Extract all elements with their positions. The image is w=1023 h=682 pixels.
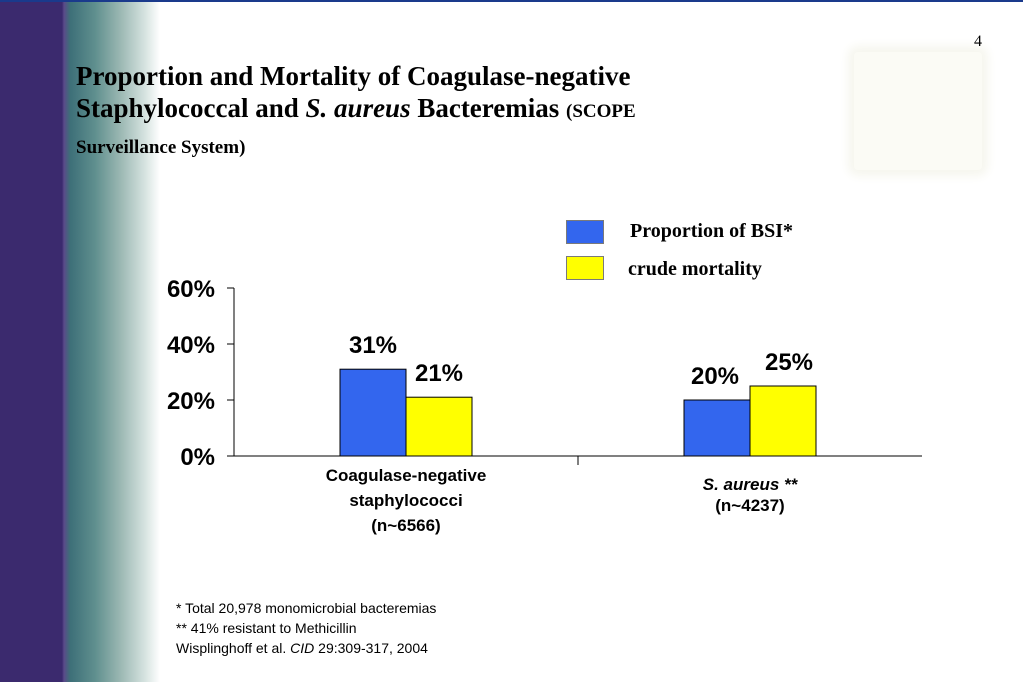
left-decorative-band <box>0 0 160 682</box>
top-border-line <box>0 0 1023 2</box>
data-label: 20% <box>691 363 739 390</box>
title-line1: Proportion and Mortality of Coagulase-ne… <box>76 61 631 91</box>
title-paren-b: Surveillance System) <box>76 137 246 158</box>
title-line2-pre: Staphylococcal and <box>76 93 306 123</box>
y-tick-label: 60% <box>167 276 215 303</box>
legend-label-proportion: Proportion of BSI* <box>630 220 793 242</box>
legend-swatch-mortality <box>566 256 604 280</box>
title-paren-a: (SCOPE <box>566 101 636 122</box>
x-category-label: S. aureus ** <box>703 475 799 494</box>
footnotes: * Total 20,978 monomicrobial bacteremias… <box>176 598 436 658</box>
footnote-total: * Total 20,978 monomicrobial bacteremias <box>176 600 437 616</box>
footnote-citation: Wisplinghoff et al. CID 29:309-317, 2004 <box>176 638 436 658</box>
data-label: 25% <box>765 349 813 376</box>
x-category-label: staphylococci <box>349 491 462 510</box>
citation-post: 29:309-317, 2004 <box>314 640 428 656</box>
bar-proportion <box>339 368 407 457</box>
data-label: 31% <box>349 332 397 359</box>
bar-mortality <box>749 385 817 457</box>
y-tick-label: 0% <box>180 444 215 471</box>
x-category-label: Coagulase-negative <box>326 466 487 485</box>
legend-label-mortality: crude mortality <box>628 258 762 280</box>
legend-swatch-proportion <box>566 220 604 244</box>
faint-placeholder-box <box>854 52 982 170</box>
x-category-label: (n~4237) <box>715 496 784 515</box>
page-number: 4 <box>974 33 982 50</box>
citation-pre: Wisplinghoff et al. <box>176 640 291 656</box>
bar-proportion <box>683 399 751 457</box>
citation-journal: CID <box>290 640 315 656</box>
data-label: 21% <box>415 360 463 387</box>
bar-mortality <box>405 396 473 457</box>
y-tick-label: 40% <box>167 332 215 359</box>
x-category-label: (n~6566) <box>371 516 440 535</box>
y-tick-label: 20% <box>167 388 215 415</box>
footnote-methicillin: ** 41% resistant to Methicillin <box>176 620 357 636</box>
title-line2-post: Bacteremias <box>410 93 567 123</box>
slide-title: Proportion and Mortality of Coagulase-ne… <box>76 60 836 164</box>
title-line2-italic: S. aureus <box>305 93 411 123</box>
